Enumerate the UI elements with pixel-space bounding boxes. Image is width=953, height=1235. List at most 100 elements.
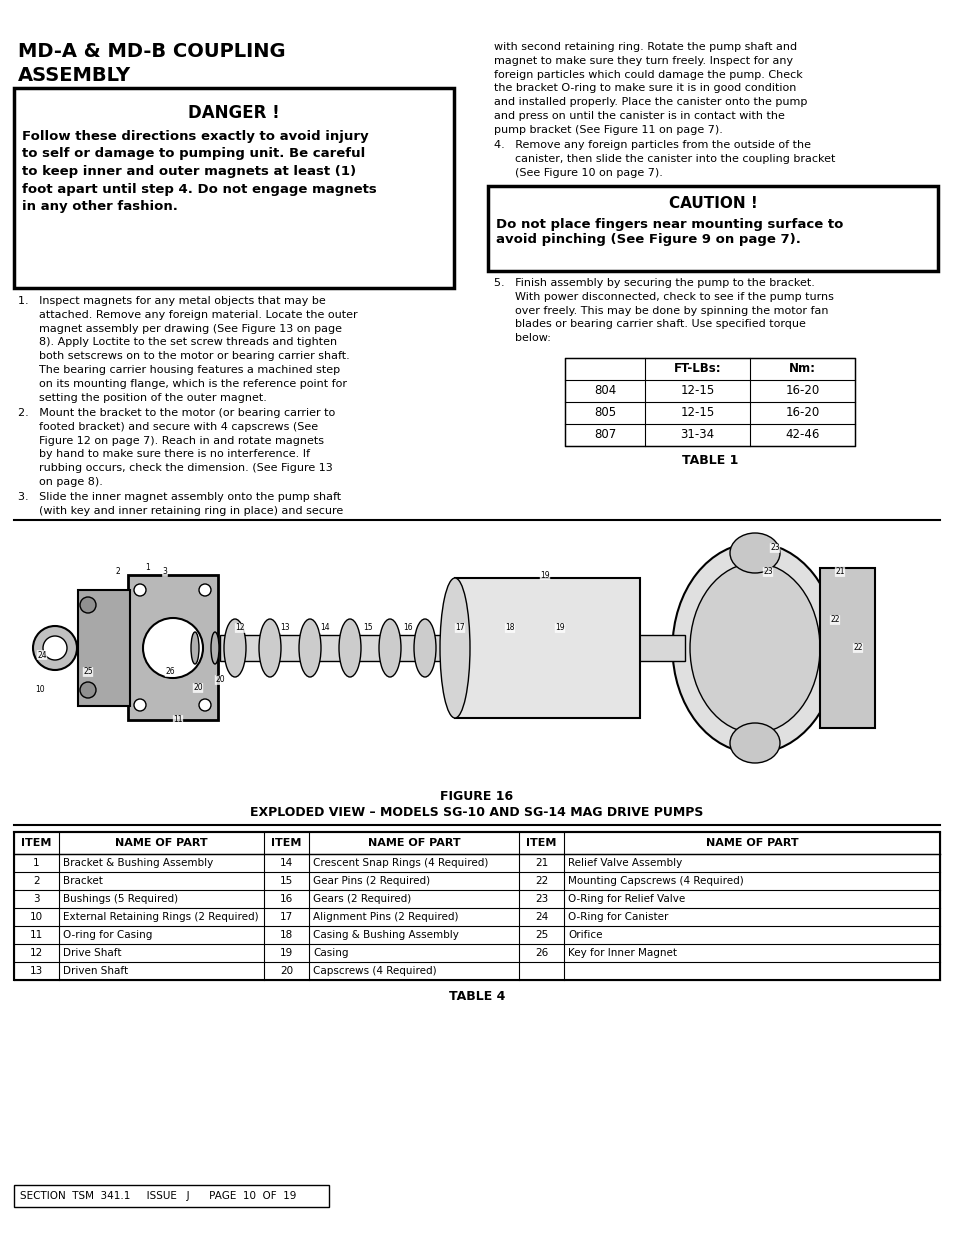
Text: footed bracket) and secure with 4 capscrews (See: footed bracket) and secure with 4 capscr… <box>18 422 317 432</box>
Text: Driven Shaft: Driven Shaft <box>63 966 128 976</box>
Circle shape <box>133 584 146 597</box>
Text: O-Ring for Canister: O-Ring for Canister <box>567 911 668 923</box>
Text: canister, then slide the canister into the coupling bracket: canister, then slide the canister into t… <box>494 154 835 164</box>
Circle shape <box>43 636 67 659</box>
Text: 31-34: 31-34 <box>679 429 714 441</box>
Text: ITEM: ITEM <box>21 839 51 848</box>
Text: 42-46: 42-46 <box>784 429 819 441</box>
Text: 20: 20 <box>193 683 203 693</box>
Text: 16-20: 16-20 <box>784 406 819 420</box>
Text: Mounting Capscrews (4 Required): Mounting Capscrews (4 Required) <box>567 876 743 885</box>
Text: by hand to make sure there is no interference. If: by hand to make sure there is no interfe… <box>18 450 310 459</box>
Text: 21: 21 <box>835 568 843 577</box>
Text: ITEM: ITEM <box>526 839 557 848</box>
Text: Casing & Bushing Assembly: Casing & Bushing Assembly <box>313 930 458 940</box>
Text: 805: 805 <box>594 406 616 420</box>
Text: 12: 12 <box>235 624 245 632</box>
Text: magnet to make sure they turn freely. Inspect for any: magnet to make sure they turn freely. In… <box>494 56 792 65</box>
Text: 11: 11 <box>173 715 183 725</box>
Text: 4.   Remove any foreign particles from the outside of the: 4. Remove any foreign particles from the… <box>494 140 810 149</box>
Text: NAME OF PART: NAME OF PART <box>705 839 798 848</box>
Text: TABLE 4: TABLE 4 <box>448 990 505 1003</box>
Circle shape <box>133 699 146 711</box>
Text: (with key and inner retaining ring in place) and secure: (with key and inner retaining ring in pl… <box>18 506 343 516</box>
Ellipse shape <box>414 619 436 677</box>
Text: on page 8).: on page 8). <box>18 477 103 487</box>
Text: Figure 12 on page 7). Reach in and rotate magnets: Figure 12 on page 7). Reach in and rotat… <box>18 436 324 446</box>
Text: 11: 11 <box>30 930 43 940</box>
Text: 16: 16 <box>279 894 293 904</box>
Text: 2: 2 <box>115 568 120 577</box>
Bar <box>78 590 130 706</box>
Text: 24: 24 <box>535 911 548 923</box>
Text: (See Figure 10 on page 7).: (See Figure 10 on page 7). <box>494 168 662 178</box>
Circle shape <box>33 626 77 671</box>
Text: 14: 14 <box>320 624 330 632</box>
Text: Capscrews (4 Required): Capscrews (4 Required) <box>313 966 436 976</box>
Text: 22: 22 <box>829 615 839 625</box>
Ellipse shape <box>338 619 360 677</box>
Text: to self or damage to pumping unit. Be careful: to self or damage to pumping unit. Be ca… <box>22 147 365 161</box>
Bar <box>14 1186 329 1207</box>
Circle shape <box>143 618 203 678</box>
Text: in any other fashion.: in any other fashion. <box>22 200 177 212</box>
Text: the bracket O-ring to make sure it is in good condition: the bracket O-ring to make sure it is in… <box>494 84 796 94</box>
Text: NAME OF PART: NAME OF PART <box>115 839 208 848</box>
Text: Bracket & Bushing Assembly: Bracket & Bushing Assembly <box>63 858 213 868</box>
Ellipse shape <box>378 619 400 677</box>
Text: 1: 1 <box>33 858 40 868</box>
Text: 14: 14 <box>279 858 293 868</box>
Text: Do not place fingers near mounting surface to: Do not place fingers near mounting surfa… <box>496 219 842 231</box>
Text: blades or bearing carrier shaft. Use specified torque: blades or bearing carrier shaft. Use spe… <box>494 320 805 330</box>
Text: over freely. This may be done by spinning the motor fan: over freely. This may be done by spinnin… <box>494 305 827 316</box>
Text: 19: 19 <box>279 948 293 958</box>
Text: foreign particles which could damage the pump. Check: foreign particles which could damage the… <box>494 69 801 79</box>
Text: 12-15: 12-15 <box>679 406 714 420</box>
Text: 3: 3 <box>33 894 40 904</box>
Text: With power disconnected, check to see if the pump turns: With power disconnected, check to see if… <box>494 291 833 301</box>
Circle shape <box>80 597 96 613</box>
Text: 20: 20 <box>279 966 293 976</box>
Text: 1: 1 <box>146 563 151 573</box>
Bar <box>488 186 937 270</box>
Ellipse shape <box>439 578 470 718</box>
Text: 21: 21 <box>535 858 548 868</box>
Text: External Retaining Rings (2 Required): External Retaining Rings (2 Required) <box>63 911 258 923</box>
Bar <box>220 635 684 661</box>
Text: avoid pinching (See Figure 9 on page 7).: avoid pinching (See Figure 9 on page 7). <box>496 233 800 246</box>
Text: 3: 3 <box>162 568 168 577</box>
Text: 18: 18 <box>279 930 293 940</box>
Text: and installed properly. Place the canister onto the pump: and installed properly. Place the canist… <box>494 98 806 107</box>
Bar <box>455 578 639 718</box>
Text: 17: 17 <box>455 624 464 632</box>
Text: DANGER !: DANGER ! <box>188 104 279 122</box>
Bar <box>14 88 454 288</box>
Text: 15: 15 <box>363 624 373 632</box>
Text: Nm:: Nm: <box>788 362 815 375</box>
Text: The bearing carrier housing features a machined step: The bearing carrier housing features a m… <box>18 366 340 375</box>
Bar <box>128 576 218 720</box>
Ellipse shape <box>672 543 837 753</box>
Text: pump bracket (See Figure 11 on page 7).: pump bracket (See Figure 11 on page 7). <box>494 125 722 135</box>
Text: Bushings (5 Required): Bushings (5 Required) <box>63 894 178 904</box>
Ellipse shape <box>729 722 780 763</box>
Text: 15: 15 <box>279 876 293 885</box>
Text: 22: 22 <box>535 876 548 885</box>
Text: 16: 16 <box>403 624 413 632</box>
Ellipse shape <box>224 619 246 677</box>
Circle shape <box>199 699 211 711</box>
Text: FT-LBs:: FT-LBs: <box>673 362 720 375</box>
Text: 2: 2 <box>33 876 40 885</box>
Text: 18: 18 <box>505 624 515 632</box>
Text: and press on until the canister is in contact with the: and press on until the canister is in co… <box>494 111 784 121</box>
Text: 16-20: 16-20 <box>784 384 819 398</box>
Ellipse shape <box>191 632 199 664</box>
Text: 12: 12 <box>30 948 43 958</box>
Text: on its mounting flange, which is the reference point for: on its mounting flange, which is the ref… <box>18 379 347 389</box>
Text: 24: 24 <box>37 651 47 659</box>
Text: EXPLODED VIEW – MODELS SG-10 AND SG-14 MAG DRIVE PUMPS: EXPLODED VIEW – MODELS SG-10 AND SG-14 M… <box>250 806 703 819</box>
Text: 20: 20 <box>215 676 225 684</box>
Text: Crescent Snap Rings (4 Required): Crescent Snap Rings (4 Required) <box>313 858 488 868</box>
Text: 804: 804 <box>594 384 616 398</box>
Text: 3.   Slide the inner magnet assembly onto the pump shaft: 3. Slide the inner magnet assembly onto … <box>18 492 341 501</box>
